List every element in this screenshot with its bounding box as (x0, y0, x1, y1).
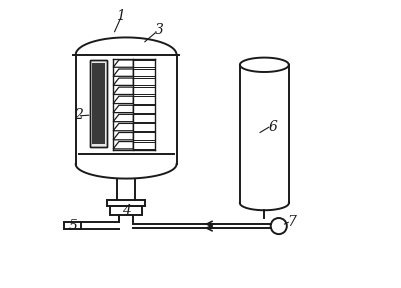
Text: 6: 6 (268, 120, 277, 134)
Bar (133, 132, 154, 140)
Text: 1: 1 (115, 9, 124, 23)
Bar (133, 87, 154, 94)
Bar (110, 206, 142, 215)
Bar (90, 60, 107, 147)
Text: 7: 7 (287, 215, 296, 229)
Text: 5: 5 (68, 219, 77, 232)
Bar (133, 142, 154, 149)
Bar (133, 114, 154, 122)
Bar (64, 222, 81, 229)
Text: 4: 4 (122, 204, 130, 218)
Text: 2: 2 (74, 108, 83, 122)
Bar (133, 96, 154, 104)
Bar (133, 105, 154, 113)
Bar (133, 60, 154, 67)
Bar (92, 63, 105, 144)
Bar (133, 78, 154, 85)
Bar (90, 60, 107, 147)
Text: 3: 3 (154, 23, 163, 37)
Bar (133, 69, 154, 76)
Circle shape (270, 218, 286, 234)
Bar (133, 123, 154, 131)
